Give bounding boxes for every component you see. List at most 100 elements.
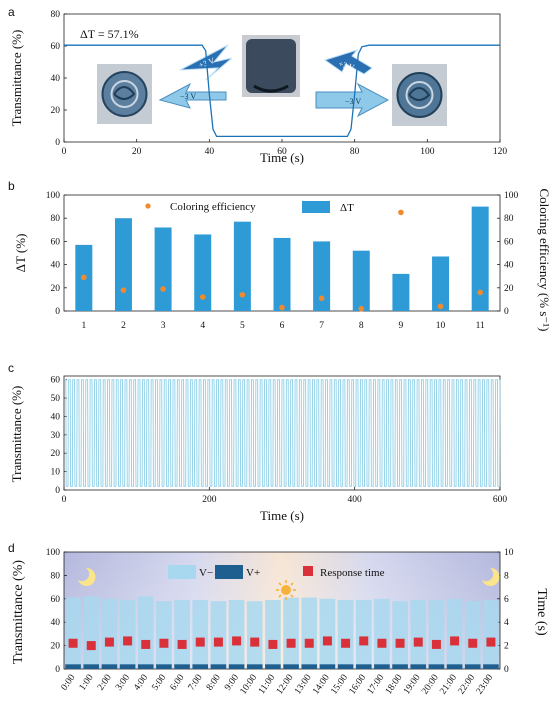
- delta-t-bar: [154, 227, 172, 311]
- panel-a-x-tick-label: 120: [493, 147, 508, 157]
- v-plus-bar: [374, 664, 390, 669]
- delta-t-bar: [352, 250, 370, 311]
- coloring-efficiency-point: [437, 303, 444, 310]
- panel-c-x-tick-label: 0: [62, 495, 67, 505]
- panel-d-x-tick-label: 2:00: [96, 673, 114, 693]
- coloring-efficiency-point: [199, 294, 206, 300]
- response-time-marker: [359, 636, 369, 646]
- panel-d-x-tick-label: 11:00: [257, 673, 278, 696]
- panel-a-letter: a: [8, 5, 15, 19]
- voltage-label-2: −3 V: [180, 92, 196, 101]
- v-plus-bar: [319, 664, 336, 669]
- panel-d-y-tick-label: 20: [51, 642, 61, 652]
- panel-c-y-tick-label: 40: [51, 412, 61, 422]
- response-time-marker: [213, 637, 223, 647]
- legend-v-plus-swatch: [215, 565, 243, 579]
- panel-d-y-tick-label: 60: [51, 595, 61, 605]
- panel-d-y-tick-label: 0: [55, 665, 60, 675]
- v-minus-bar: [156, 601, 172, 669]
- legend-v-plus-label: V+: [246, 567, 260, 579]
- v-minus-bar: [355, 599, 372, 669]
- v-minus-bar: [192, 599, 209, 669]
- panel-d-x-tick-label: 10:00: [239, 673, 260, 697]
- legend-response-time-marker: [303, 566, 313, 576]
- delta-t-bar: [194, 234, 212, 311]
- panel-b-x-tick-label: 5: [240, 321, 245, 331]
- v-plus-bar: [464, 664, 481, 669]
- legend-delta-t-label: ΔT: [340, 202, 354, 214]
- panel-d-y-right-tick-label: 10: [504, 548, 514, 558]
- delta-t-bar: [471, 206, 489, 311]
- delta-t-bar: [392, 273, 410, 311]
- response-time-marker: [395, 638, 405, 648]
- response-time-marker: [268, 639, 278, 649]
- panel-d-frame: [63, 551, 501, 670]
- panel-b-y-tick-label: 0: [55, 307, 60, 317]
- v-plus-bar: [156, 664, 172, 669]
- panel-d-x-tick-label: 22:00: [457, 673, 478, 697]
- v-minus-bar: [265, 599, 281, 669]
- v-plus-bar: [228, 664, 245, 669]
- v-minus-bar: [210, 601, 227, 669]
- v-minus-bar: [301, 597, 318, 669]
- v-plus-bar: [137, 664, 154, 669]
- panel-d-x-tick-label: 14:00: [311, 673, 332, 697]
- response-time-marker: [450, 636, 460, 646]
- sample-photo-transparent-right: [392, 64, 447, 126]
- panel-d-y-right-tick-label: 4: [504, 618, 509, 628]
- panel-b-y-tick-label: 60: [51, 237, 61, 247]
- coloring-efficiency-point: [318, 295, 325, 302]
- panel-b-x-tick-label: 11: [476, 321, 485, 331]
- delta-t-bar: [273, 237, 291, 311]
- v-minus-bar: [410, 599, 427, 669]
- legend-response-time-label: Response time: [320, 567, 385, 579]
- panel-d-y-right-tick-label: 6: [504, 595, 509, 605]
- panel-b-x-tick-label: 10: [436, 321, 446, 331]
- panel-b-dots: [81, 209, 483, 312]
- v-minus-bar: [65, 597, 81, 669]
- panel-c-y-tick-label: 0: [55, 486, 60, 496]
- panel-d-x-tick-label: 6:00: [169, 673, 187, 693]
- v-minus-bar: [246, 601, 263, 669]
- moon-icon-right: [482, 567, 500, 586]
- panel-d-squares: [68, 636, 496, 651]
- panel-d-y-right-tick-label: 8: [504, 571, 509, 581]
- v-plus-bar: [265, 664, 281, 669]
- panel-b-y-tick-label: 40: [51, 261, 61, 271]
- v-minus-bar: [446, 598, 463, 669]
- panel-b-y-right-tick-label: 20: [504, 284, 514, 294]
- response-time-marker: [195, 637, 205, 647]
- response-time-marker: [468, 638, 478, 648]
- response-time-marker: [322, 636, 332, 646]
- v-plus-bar: [101, 664, 118, 669]
- coloring-efficiency-point: [398, 209, 404, 216]
- panel-d-bars: [65, 596, 499, 669]
- response-time-marker: [431, 639, 441, 649]
- v-plus-bar: [446, 664, 463, 669]
- voltage-label-4: −3 V: [345, 97, 361, 106]
- panel-b-x-tick-label: 9: [399, 321, 404, 331]
- response-time-marker: [304, 638, 314, 648]
- response-time-marker: [413, 637, 423, 647]
- panel-b-y-right-tick-label: 80: [504, 214, 514, 224]
- panel-c-y-tick-label: 60: [51, 376, 61, 386]
- panel-a-y-tick-label: 60: [51, 42, 61, 52]
- v-plus-bar: [410, 664, 427, 669]
- v-plus-bar: [337, 664, 354, 669]
- panel-a-ylabel: Transmittance (%): [9, 30, 24, 127]
- panel-d-x-tick-label: 13:00: [293, 673, 314, 697]
- panel-c-cycling-line: [64, 379, 501, 487]
- v-minus-bar: [283, 597, 299, 669]
- v-plus-bar: [192, 664, 209, 669]
- panel-d-x-tick-label: 5:00: [150, 673, 168, 693]
- v-plus-bar: [283, 664, 299, 669]
- v-minus-bar: [374, 598, 390, 669]
- panel-b-x-tick-label: 6: [280, 321, 285, 331]
- response-time-marker: [159, 638, 169, 648]
- panel-d: d Transmittance (%) Time (s) 02040608010…: [8, 541, 549, 696]
- response-time-marker: [286, 638, 296, 648]
- panel-a-y-tick-label: 40: [51, 74, 61, 84]
- v-plus-bar: [428, 664, 445, 669]
- panel-d-y-tick-label: 80: [51, 571, 61, 581]
